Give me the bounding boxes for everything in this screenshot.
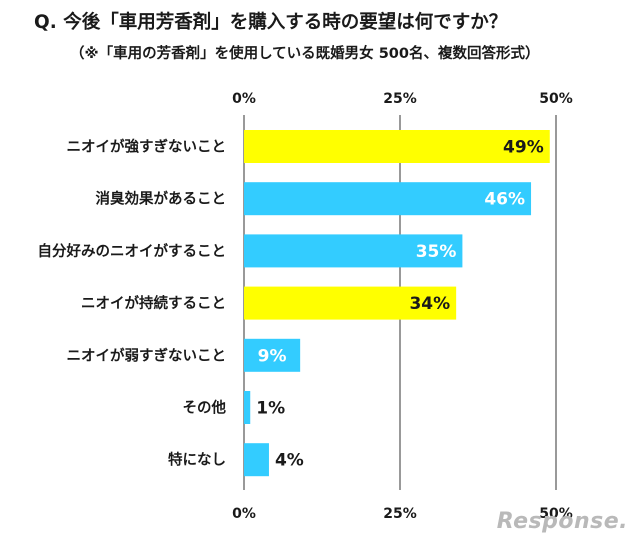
value-label: 35% (416, 242, 457, 262)
x-tick-label-top: 25% (383, 91, 417, 107)
category-label: 消臭効果があること (96, 190, 227, 208)
bar (244, 182, 532, 216)
category-label: 特になし (168, 451, 226, 469)
x-tick-label-top: 0% (232, 91, 256, 107)
value-label: 1% (256, 399, 285, 419)
bar (244, 286, 457, 320)
category-label: 自分好みのニオイがすること (38, 242, 227, 260)
category-label: ニオイが持続すること (81, 294, 226, 312)
x-tick-label-bottom: 0% (232, 506, 256, 522)
bar (244, 338, 301, 372)
chart-subtitle: （※「車用の芳香剤」を使用している既婚男女 500名、複数回答形式） (70, 46, 540, 62)
value-label: 9% (258, 346, 287, 366)
x-tick-label-top: 50% (539, 91, 573, 107)
category-label: ニオイが弱すぎないこと (67, 346, 227, 364)
category-label: ニオイが強すぎないこと (67, 138, 227, 156)
bar (244, 443, 269, 477)
response-logo: Response. (496, 509, 628, 534)
value-label: 49% (503, 138, 544, 158)
chart-title: Q. 今後「車用芳香剤」を購入する時の要望は何ですか？ (34, 12, 508, 33)
value-label: 4% (275, 451, 304, 471)
x-tick-label-bottom: 25% (383, 506, 417, 522)
bar (244, 391, 251, 424)
value-label: 34% (409, 294, 450, 314)
value-label: 46% (484, 190, 525, 210)
bar (244, 130, 550, 163)
x-tick-label-bottom: 50% (539, 506, 573, 522)
bar (244, 234, 463, 268)
category-label: その他 (183, 399, 227, 417)
